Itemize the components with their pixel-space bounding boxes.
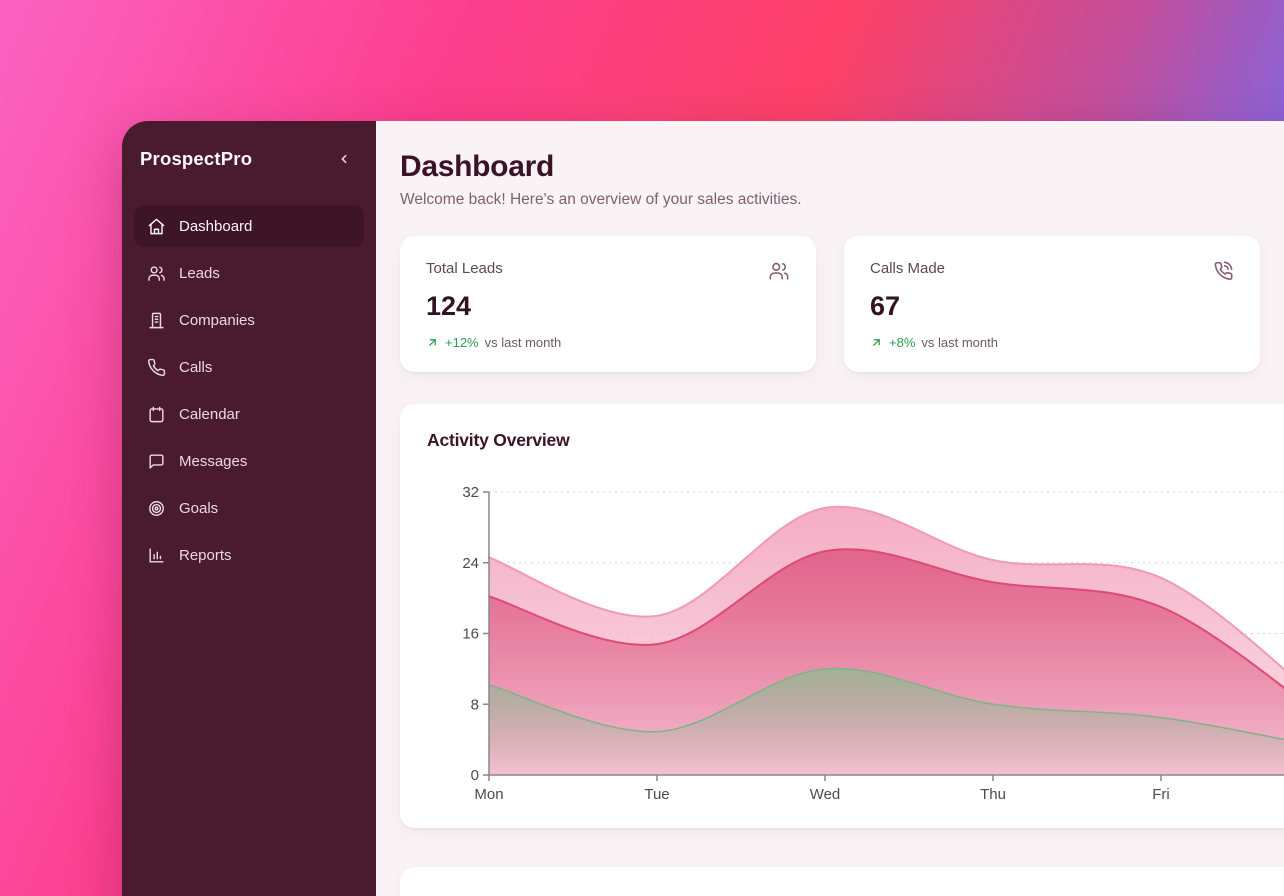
chevron-left-icon	[336, 151, 352, 167]
message-square-icon	[147, 452, 166, 471]
sidebar-item-label: Calls	[179, 358, 213, 376]
page-subtitle: Welcome back! Here's an overview of your…	[400, 191, 802, 208]
sidebar-item-calls[interactable]: Calls	[134, 346, 364, 388]
stat-card-total-leads: Total Leads 124 +12% vs last month	[400, 236, 816, 372]
stat-trend-percent: +12%	[445, 335, 479, 350]
sidebar-item-leads[interactable]: Leads	[134, 252, 364, 294]
activity-area-chart: 0 8 16 24 32 Mon Tue Wed Thu Fri	[462, 484, 1284, 803]
sidebar-item-label: Reports	[179, 546, 232, 564]
sidebar-item-label: Leads	[179, 264, 220, 282]
sidebar-nav: Dashboard Leads Companies Calls Calendar	[134, 205, 364, 576]
phone-icon	[147, 358, 166, 377]
svg-text:Tue: Tue	[644, 786, 669, 803]
svg-text:Thu: Thu	[980, 786, 1006, 803]
trend-up-icon	[426, 336, 439, 349]
stat-label: Total Leads	[426, 260, 503, 277]
stat-trend-suffix: vs last month	[484, 335, 562, 350]
users-icon	[147, 264, 166, 283]
sidebar-item-label: Companies	[179, 311, 255, 329]
stat-card-calls-made: Calls Made 67 +8% vs last month	[844, 236, 1260, 372]
trend-up-icon	[870, 336, 883, 349]
sidebar-item-dashboard[interactable]: Dashboard	[134, 205, 364, 247]
sidebar-item-companies[interactable]: Companies	[134, 299, 364, 341]
stat-trend: +12% vs last month	[426, 335, 790, 350]
stats-row: Total Leads 124 +12% vs last month Calls…	[400, 236, 1284, 372]
users-icon	[768, 260, 790, 282]
calendar-icon	[147, 405, 166, 424]
sidebar-item-label: Dashboard	[179, 217, 253, 235]
sidebar-item-reports[interactable]: Reports	[134, 534, 364, 576]
app-window: ProspectPro Dashboard Leads	[122, 121, 1284, 896]
svg-text:24: 24	[462, 555, 479, 572]
target-icon	[147, 499, 166, 518]
svg-text:0: 0	[471, 767, 479, 784]
sidebar-item-label: Messages	[179, 452, 248, 470]
stat-value: 67	[870, 291, 901, 321]
page-title: Dashboard	[400, 150, 554, 183]
main-content: Dashboard Welcome back! Here's an overvi…	[376, 121, 1284, 896]
activity-overview-card: Activity Overview 0 8 16 24 32 Mon Tue Wed Thu Fr…	[400, 404, 1284, 828]
sidebar-item-messages[interactable]: Messages	[134, 440, 364, 482]
bar-chart-icon	[147, 546, 166, 565]
stat-value: 124	[426, 291, 472, 321]
sidebar-item-goals[interactable]: Goals	[134, 487, 364, 529]
svg-text:Wed: Wed	[810, 786, 841, 803]
app-brand: ProspectPro	[140, 148, 253, 169]
sidebar-item-label: Goals	[179, 499, 219, 517]
sidebar: ProspectPro Dashboard Leads	[122, 121, 376, 896]
page-header: Dashboard Welcome back! Here's an overvi…	[400, 149, 1284, 210]
partial-bottom-card	[400, 867, 1284, 896]
building-icon	[147, 311, 166, 330]
sidebar-header: ProspectPro	[134, 139, 364, 179]
sidebar-collapse-button[interactable]	[330, 145, 358, 173]
sidebar-item-label: Calendar	[179, 405, 240, 423]
stat-trend-suffix: vs last month	[921, 335, 998, 350]
phone-call-icon	[1212, 260, 1234, 282]
stat-trend: +8% vs last month	[870, 335, 1234, 350]
svg-text:16: 16	[462, 626, 479, 643]
stat-label: Calls Made	[870, 260, 946, 277]
sidebar-item-calendar[interactable]: Calendar	[134, 393, 364, 435]
home-icon	[147, 217, 166, 236]
stat-trend-percent: +8%	[889, 335, 916, 350]
svg-text:Mon: Mon	[474, 786, 503, 803]
chart-title: Activity Overview	[427, 430, 570, 450]
svg-text:Fri: Fri	[1152, 786, 1170, 803]
svg-text:8: 8	[471, 696, 479, 713]
svg-text:32: 32	[462, 484, 479, 501]
